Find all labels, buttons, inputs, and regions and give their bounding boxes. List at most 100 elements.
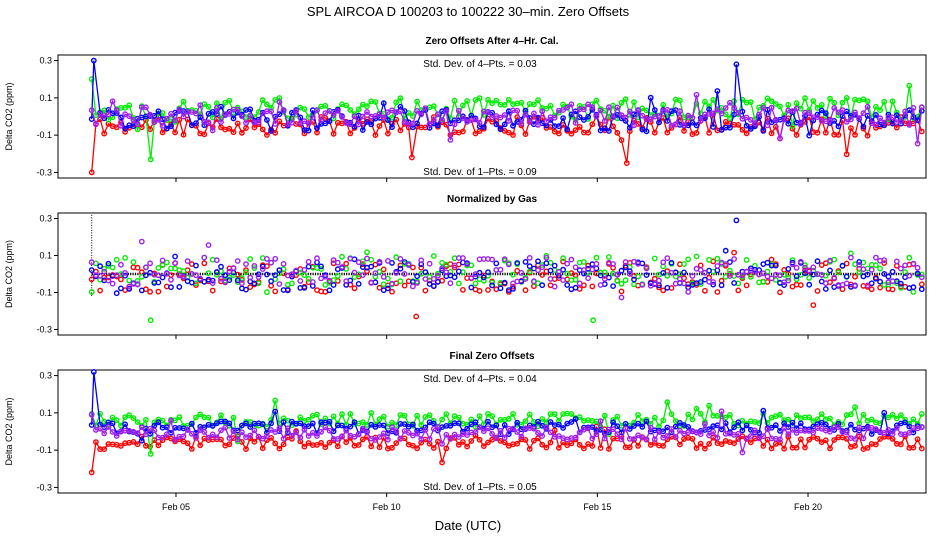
data-point — [351, 113, 358, 120]
data-point — [330, 130, 337, 137]
data-point — [852, 404, 858, 411]
data-point — [785, 274, 792, 281]
y-tick-label: -0.1 — [36, 445, 52, 455]
y-tick-label: 0.1 — [39, 408, 52, 418]
data-point — [647, 94, 654, 101]
data-point — [364, 255, 370, 262]
data-point — [731, 280, 737, 286]
data-point — [464, 432, 470, 438]
data-point — [434, 270, 441, 277]
data-point — [843, 95, 850, 101]
data-point — [326, 427, 333, 434]
data-point — [618, 137, 625, 144]
panel-after-cal: Zero Offsets After 4–Hr. Cal. -0.3 -0.1 0.1… — [4, 36, 927, 182]
x-tick-label: Feb 15 — [583, 502, 611, 512]
data-point — [113, 417, 120, 424]
data-point — [718, 441, 725, 448]
data-point — [414, 445, 420, 452]
data-point — [697, 267, 704, 273]
data-point — [384, 117, 391, 124]
data-point — [568, 419, 575, 425]
data-point — [827, 117, 833, 124]
data-point — [343, 278, 350, 284]
data-point — [501, 279, 508, 286]
data-point — [130, 438, 137, 445]
data-point — [447, 136, 454, 143]
data-point — [305, 263, 312, 270]
data-point — [430, 420, 437, 427]
data-point — [681, 122, 687, 129]
data-point — [472, 429, 479, 435]
data-point — [380, 266, 387, 273]
data-point — [631, 276, 637, 283]
data-point — [727, 124, 733, 131]
data-point — [572, 120, 579, 126]
data-point — [906, 122, 913, 128]
data-point — [142, 272, 149, 279]
data-point — [835, 131, 842, 138]
data-point — [689, 273, 696, 279]
data-point — [560, 425, 566, 431]
data-point — [297, 420, 304, 427]
data-point — [631, 111, 637, 118]
data-point — [172, 117, 179, 124]
data-point — [760, 443, 767, 449]
data-point — [697, 431, 704, 438]
data-point — [710, 110, 717, 117]
data-point — [731, 249, 737, 256]
data-point — [918, 104, 925, 111]
data-point — [485, 287, 491, 293]
data-point — [664, 399, 671, 406]
data-point — [827, 267, 833, 274]
y-tick-label: -0.1 — [36, 130, 52, 140]
data-point — [601, 435, 608, 442]
data-point — [873, 254, 879, 261]
data-point — [864, 271, 871, 278]
data-point — [889, 411, 896, 418]
data-point — [138, 437, 145, 444]
data-point — [714, 106, 721, 113]
data-point — [547, 267, 554, 274]
data-point — [702, 445, 708, 452]
data-point — [118, 261, 124, 268]
data-point — [413, 313, 420, 320]
data-point — [889, 268, 896, 275]
data-point — [889, 114, 896, 121]
plot-frame — [57, 369, 927, 494]
data-point — [447, 422, 454, 429]
std-dev-1pt-label: Std. Dev. of 1–Pts. = 0.05 — [423, 482, 537, 493]
data-point — [806, 414, 813, 421]
data-point — [334, 273, 341, 279]
data-point — [276, 267, 283, 273]
data-point — [547, 419, 554, 425]
data-point — [197, 114, 204, 121]
data-point — [606, 104, 612, 111]
data-point — [777, 289, 783, 296]
data-point — [218, 275, 224, 282]
data-point — [126, 113, 133, 120]
data-point — [347, 130, 354, 137]
data-point — [635, 107, 641, 113]
data-point — [877, 284, 883, 291]
data-point — [272, 397, 279, 404]
data-point — [768, 445, 775, 452]
data-point — [384, 257, 391, 264]
data-point — [451, 264, 458, 271]
data-point — [418, 111, 425, 118]
data-point — [718, 282, 725, 289]
data-point — [864, 103, 871, 110]
data-point — [476, 119, 483, 126]
data-point — [130, 415, 137, 421]
data-point — [710, 124, 717, 130]
data-point — [88, 267, 95, 273]
data-point — [835, 420, 842, 427]
data-point — [514, 107, 521, 114]
data-point — [810, 429, 817, 436]
data-point — [255, 274, 262, 280]
data-point — [422, 287, 429, 294]
data-point — [777, 411, 783, 418]
data-point — [101, 268, 108, 275]
data-point — [434, 423, 441, 430]
data-point — [476, 413, 483, 419]
data-point — [351, 285, 358, 292]
